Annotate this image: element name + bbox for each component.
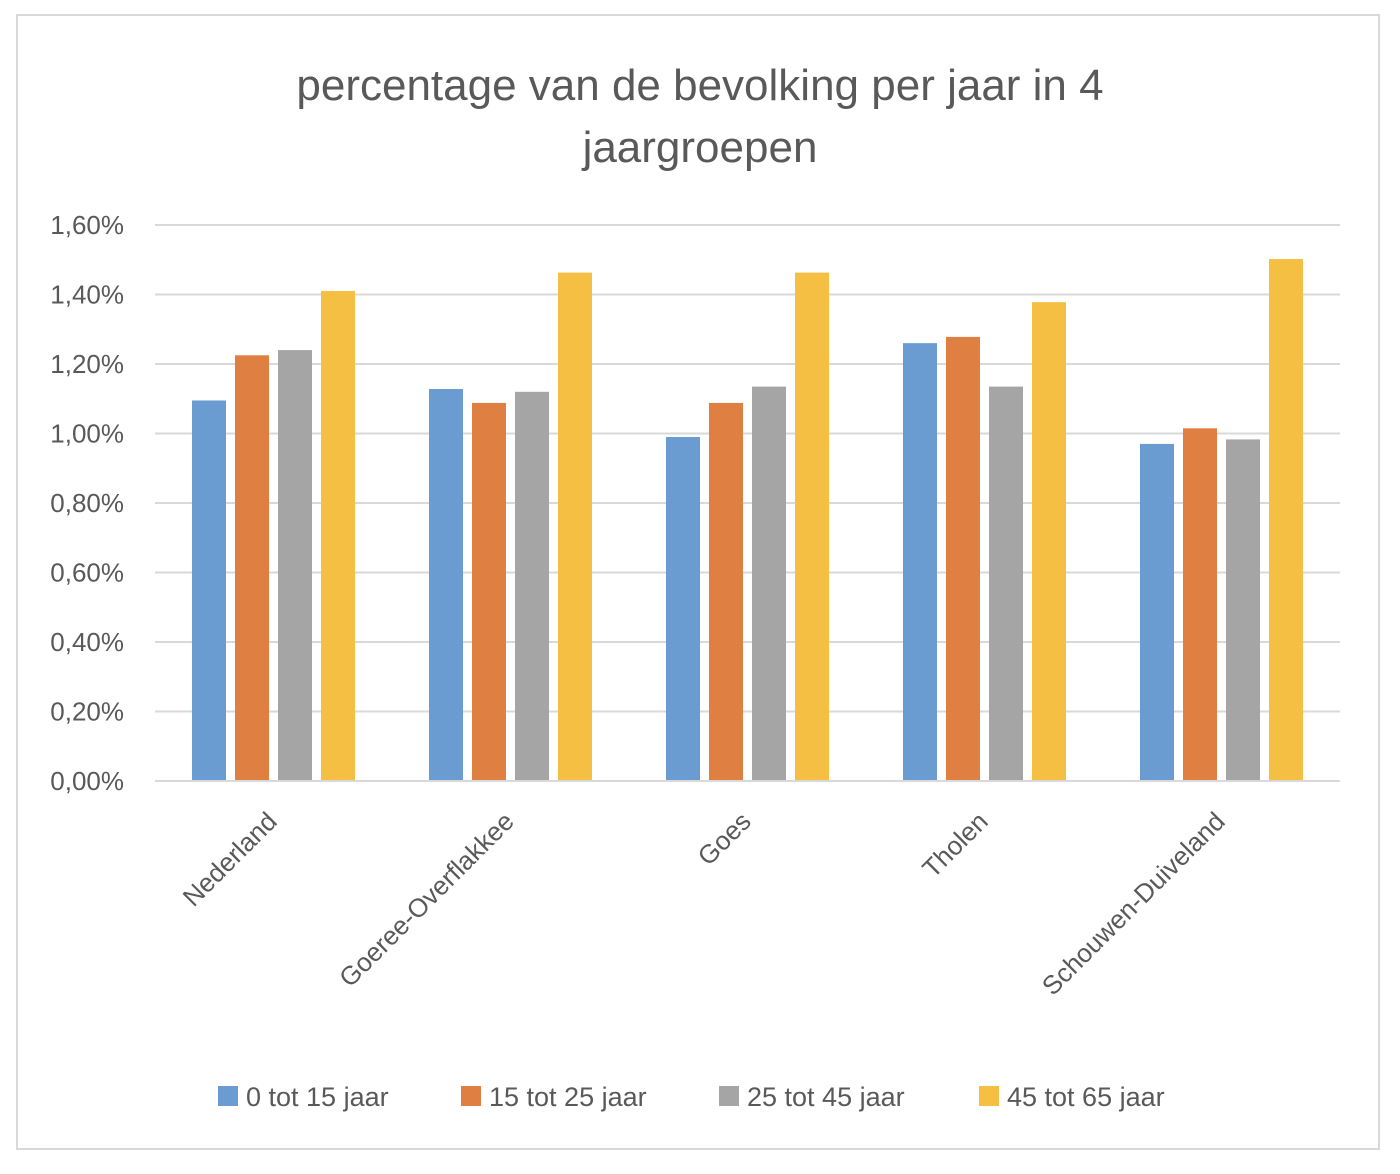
y-tick-label: 0,40%: [50, 627, 124, 657]
y-tick-label: 1,60%: [50, 210, 124, 240]
legend-label: 15 tot 25 jaar: [489, 1082, 647, 1112]
y-tick-label: 0,00%: [50, 766, 124, 796]
y-axis-tick-labels: 0,00% 0,20% 0,40% 0,60% 0,80% 1,00% 1,20% 1,40%…: [50, 210, 124, 796]
chart-title-line-1: percentage van de bevolking per jaar in …: [296, 61, 1103, 110]
legend-swatch: [218, 1086, 238, 1106]
y-tick-label: 1,00%: [50, 419, 124, 449]
bar-1-1: [192, 400, 226, 781]
bar-2-2: [472, 402, 506, 781]
legend-item-2: 15 tot 25 jaar: [461, 1082, 647, 1112]
bar-3-1: [666, 436, 700, 781]
y-tick-label: 0,20%: [50, 697, 124, 727]
bar-4-1: [903, 343, 937, 781]
bar-5-2: [1183, 428, 1217, 781]
y-tick-label: 0,80%: [50, 488, 124, 518]
legend: 0 tot 15 jaar 15 tot 25 jaar 25 tot 45 jaa…: [218, 1082, 1165, 1112]
legend-item-3: 25 tot 45 jaar: [719, 1082, 905, 1112]
bars: [192, 259, 1303, 781]
bar-3-2: [709, 402, 743, 781]
legend-item-4: 45 tot 65 jaar: [979, 1082, 1165, 1112]
chart-title-line-2: jaargroepen: [581, 123, 818, 172]
bar-5-1: [1140, 443, 1174, 781]
legend-swatch: [461, 1086, 481, 1106]
legend-label: 0 tot 15 jaar: [246, 1082, 389, 1112]
y-tick-label: 1,40%: [50, 280, 124, 310]
category-label: Tholen: [916, 806, 993, 883]
category-label: Goes: [692, 806, 757, 871]
bar-4-4: [1032, 302, 1066, 781]
legend-label: 45 tot 65 jaar: [1007, 1082, 1165, 1112]
bar-1-2: [235, 355, 269, 781]
legend-swatch: [719, 1086, 739, 1106]
y-tick-label: 0,60%: [50, 558, 124, 588]
chart-title: percentage van de bevolking per jaar in …: [296, 61, 1103, 172]
bar-2-3: [515, 391, 549, 781]
bar-1-4: [321, 291, 355, 781]
bar-4-3: [989, 386, 1023, 781]
x-axis-category-labels: Nederland Goeree-Overflakkee Goes Tholen Sch…: [177, 806, 1231, 1001]
category-label: Nederland: [177, 806, 283, 912]
bar-3-3: [752, 386, 786, 781]
category-label: Schouwen-Duiveland: [1036, 806, 1231, 1001]
legend-item-1: 0 tot 15 jaar: [218, 1082, 389, 1112]
bar-1-3: [278, 350, 312, 781]
bar-3-4: [795, 272, 829, 781]
bar-2-4: [558, 272, 592, 781]
bar-4-2: [946, 336, 980, 781]
legend-swatch: [979, 1086, 999, 1106]
bar-2-1: [429, 389, 463, 781]
y-tick-label: 1,20%: [50, 349, 124, 379]
legend-label: 25 tot 45 jaar: [747, 1082, 905, 1112]
category-label: Goeree-Overflakkee: [333, 806, 520, 993]
bar-5-3: [1226, 439, 1260, 781]
bar-5-4: [1269, 259, 1303, 781]
